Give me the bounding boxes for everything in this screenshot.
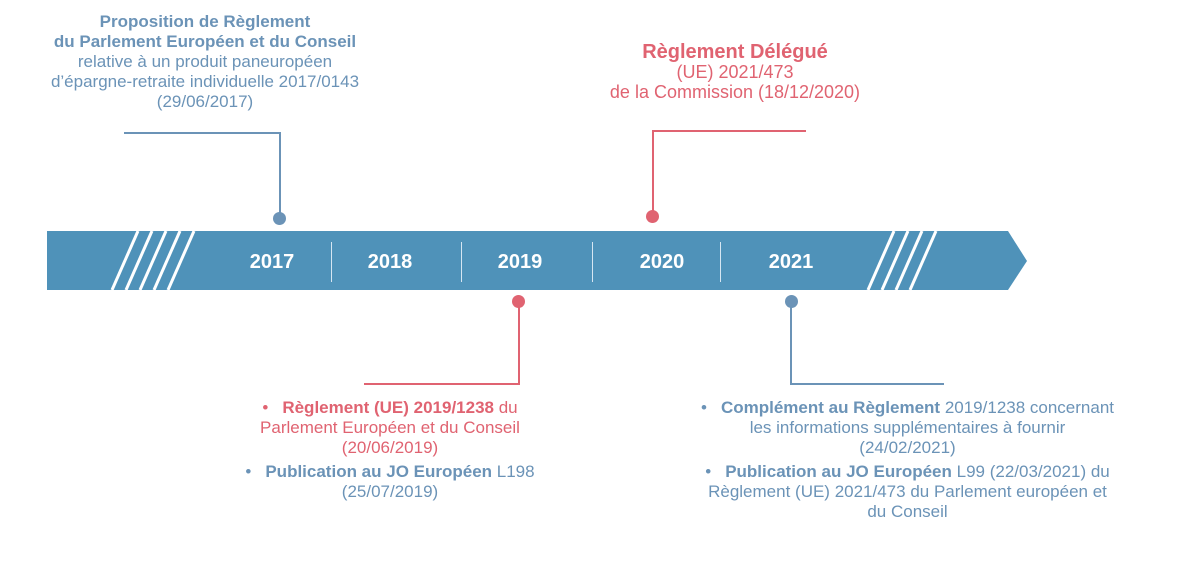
event-2019-item2-title: Publication au JO Européen bbox=[265, 462, 493, 481]
bullet-marker: • bbox=[262, 398, 269, 417]
year-label-2019: 2019 bbox=[497, 251, 543, 273]
event-2020-connector-v bbox=[652, 130, 654, 216]
event-2019-item1-title: Règlement (UE) 2019/1238 bbox=[282, 398, 494, 417]
event-2021-item2-line2: Règlement (UE) 2021/473 du Parlement eur… bbox=[708, 482, 1107, 501]
year-separator bbox=[461, 242, 462, 282]
event-2021-item2-rest: L99 (22/03/2021) du bbox=[951, 462, 1110, 481]
right-hatch-marks bbox=[866, 230, 938, 291]
bullet-marker: • bbox=[705, 462, 712, 481]
event-2019-item2-date: (25/07/2019) bbox=[341, 482, 439, 501]
year-label-2021: 2021 bbox=[768, 251, 814, 273]
year-separator bbox=[592, 242, 593, 282]
event-2019-connector-h bbox=[364, 383, 520, 385]
event-2021-item2-title: Publication au JO Européen bbox=[725, 462, 952, 481]
event-2021-item2-line3: du Conseil bbox=[867, 502, 948, 521]
event-2017-desc-line1: relative à un produit paneuropéen bbox=[77, 52, 333, 71]
event-2019-item2: • Publication au JO Européen L198 bbox=[190, 462, 590, 482]
year-label-2017: 2017 bbox=[249, 251, 295, 273]
event-2021-text: • Complément au Règlement 2019/1238 conce… bbox=[640, 398, 1175, 522]
event-2020-marker bbox=[646, 210, 659, 223]
event-2017-title-line2: du Parlement Européen et du Conseil bbox=[53, 32, 357, 51]
event-2017-date: (29/06/2017) bbox=[156, 92, 254, 111]
event-2017-connector-h bbox=[124, 132, 280, 134]
event-2019-connector-v bbox=[518, 300, 520, 385]
event-2019-item1: • Règlement (UE) 2019/1238 du bbox=[190, 398, 590, 418]
event-2017-connector-v bbox=[279, 132, 281, 216]
event-2021-item1-date: (24/02/2021) bbox=[859, 438, 956, 457]
event-2020-desc: de la Commission (18/12/2020) bbox=[609, 82, 861, 102]
bullet-marker: • bbox=[245, 462, 252, 481]
bullet-marker: • bbox=[700, 398, 707, 417]
event-2017-title-line1: Proposition de Règlement bbox=[99, 12, 311, 31]
event-2021-connector-v bbox=[790, 300, 792, 385]
event-2019-item1-date: (20/06/2019) bbox=[341, 438, 439, 457]
year-separator bbox=[720, 242, 721, 282]
event-2017-text: Proposition de Règlement du Parlement Eu… bbox=[0, 12, 410, 112]
event-2020-ref: (UE) 2021/473 bbox=[676, 62, 794, 82]
event-2019-item1-rest: du bbox=[493, 398, 518, 417]
event-2017-desc-line2: d’épargne-retraite individuelle 2017/014… bbox=[50, 72, 360, 91]
event-2019-item2-rest: L198 bbox=[492, 462, 535, 481]
timeline-arrow bbox=[47, 231, 1027, 290]
event-2021-item1-title: Complément au Règlement bbox=[720, 398, 941, 417]
year-label-2018: 2018 bbox=[367, 251, 413, 273]
event-2020-text: Règlement Délégué (UE) 2021/473 de la Co… bbox=[560, 42, 910, 102]
left-hatch-marks bbox=[110, 230, 196, 291]
event-2021-item1-rest: 2019/1238 concernant bbox=[940, 398, 1115, 417]
event-2017-marker bbox=[273, 212, 286, 225]
event-2021-connector-h bbox=[790, 383, 944, 385]
event-2021-item1-line2: les informations supplémentaires à fourn… bbox=[749, 418, 1066, 437]
event-2020-title: Règlement Délégué bbox=[642, 41, 828, 63]
year-label-2020: 2020 bbox=[639, 251, 685, 273]
event-2019-item1-line2: Parlement Européen et du Conseil bbox=[260, 418, 520, 437]
year-separator bbox=[331, 242, 332, 282]
event-2019-text: • Règlement (UE) 2019/1238 du Parlement E… bbox=[190, 398, 590, 502]
event-2021-item1: • Complément au Règlement 2019/1238 conce… bbox=[640, 398, 1175, 418]
event-2020-connector-h bbox=[652, 130, 806, 132]
event-2021-item2: • Publication au JO Européen L99 (22/03/2… bbox=[640, 462, 1175, 482]
